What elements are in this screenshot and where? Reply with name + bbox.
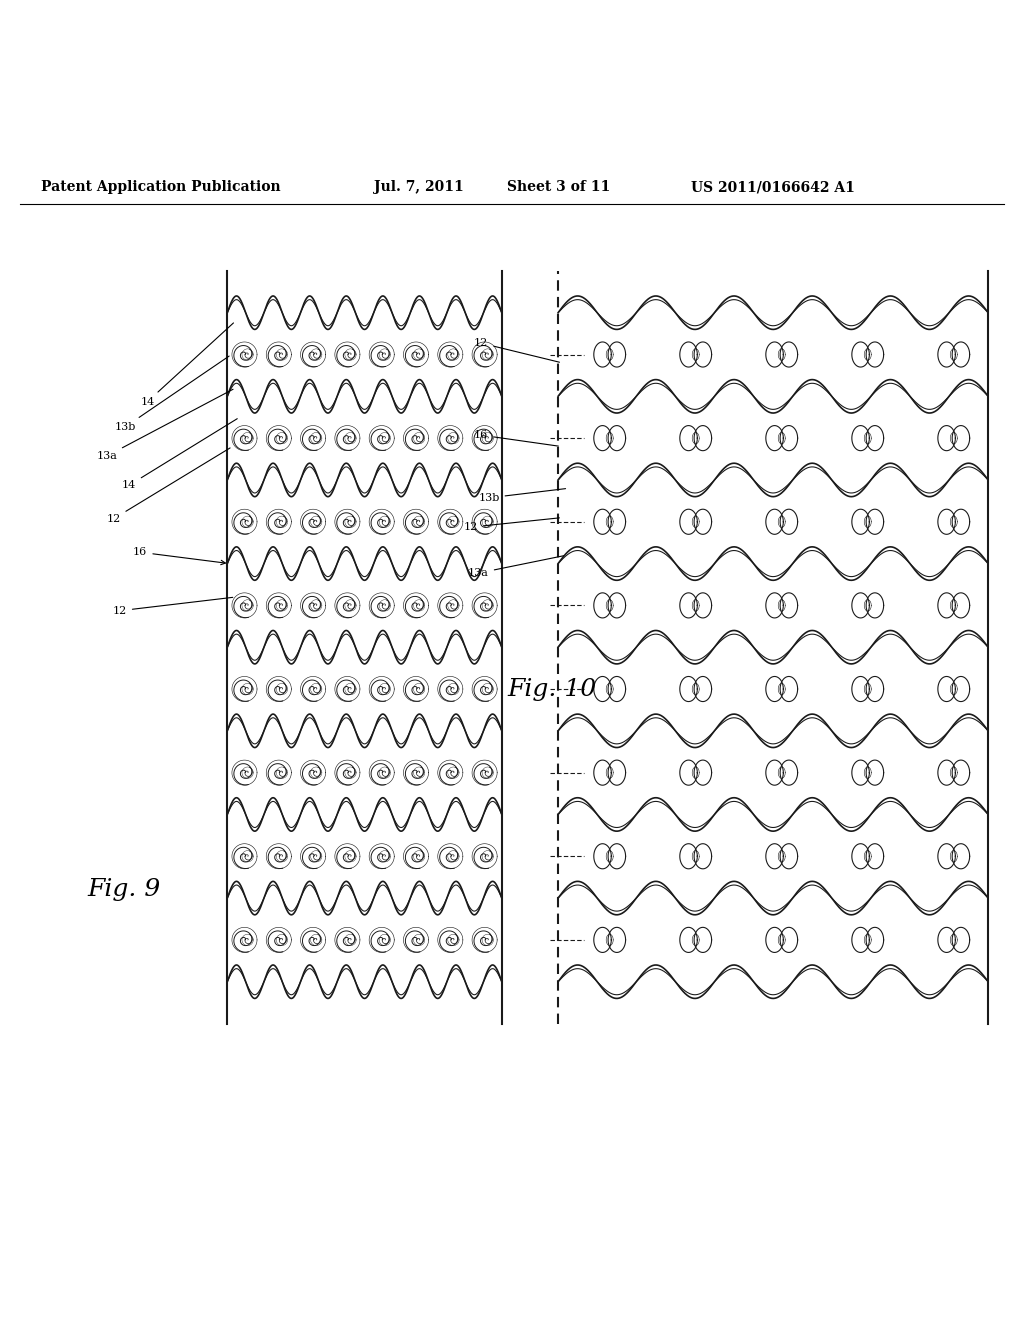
Text: 12: 12 (464, 517, 559, 532)
Text: Fig. 9: Fig. 9 (87, 878, 161, 900)
Text: Patent Application Publication: Patent Application Publication (41, 180, 281, 194)
Text: 13b: 13b (478, 488, 565, 503)
Text: US 2011/0166642 A1: US 2011/0166642 A1 (691, 180, 855, 194)
Text: Fig. 10: Fig. 10 (507, 678, 596, 701)
Text: 14: 14 (140, 323, 233, 407)
Text: 13b: 13b (115, 356, 229, 432)
Text: 16: 16 (474, 430, 558, 446)
Text: Jul. 7, 2011: Jul. 7, 2011 (374, 180, 464, 194)
Text: 14: 14 (122, 418, 238, 490)
Text: 12: 12 (113, 598, 232, 615)
Text: Sheet 3 of 11: Sheet 3 of 11 (507, 180, 610, 194)
Text: 16: 16 (133, 548, 225, 565)
Text: 13a: 13a (468, 556, 563, 578)
Text: 12: 12 (106, 447, 230, 524)
Text: 12: 12 (474, 338, 559, 362)
Text: 13a: 13a (96, 389, 233, 461)
